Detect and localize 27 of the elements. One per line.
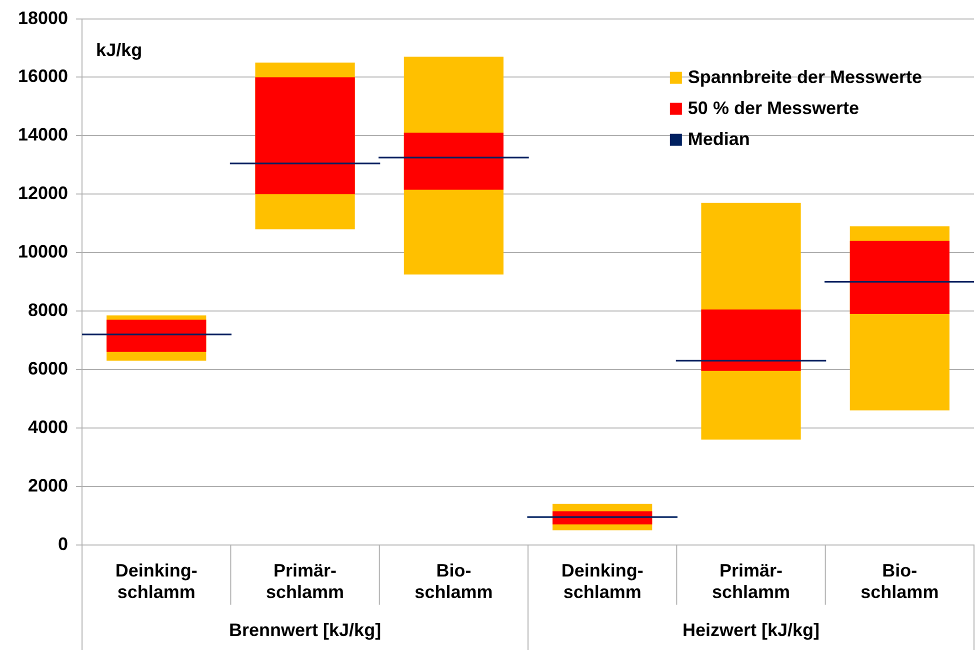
bar	[404, 132, 504, 190]
y-tick-label: 14000	[18, 124, 68, 145]
x-tick-label: Bio- schlamm	[860, 560, 939, 602]
y-tick-label: 16000	[18, 66, 68, 86]
x-tick-label: Primär- schlamm	[266, 560, 344, 602]
y-tick-label: 2000	[28, 475, 68, 496]
x-tick-label: Bio- schlamm	[414, 560, 493, 602]
legend-label: Spannbreite der Messwerte	[688, 66, 922, 87]
y-tick-label: 4000	[28, 416, 68, 437]
y-tick-label: 0	[58, 534, 68, 554]
legend-label: 50 % der Messwerte	[688, 98, 860, 118]
text: Heizwert [kJ/kg]	[682, 620, 820, 640]
x-tick-label: Primär- schlamm	[712, 560, 790, 602]
y-tick-label: 8000	[28, 300, 68, 320]
x-tick-label: Deinking- schlamm	[561, 560, 644, 602]
bar	[701, 310, 801, 371]
y-tick-label: 10000	[18, 242, 68, 262]
bar	[106, 320, 206, 352]
y-axis-title: kJ/kg	[96, 40, 142, 60]
x-tick-label: Deinking- schlamm	[115, 560, 198, 602]
y-tick-label: 6000	[28, 358, 68, 378]
text: Brennwert [kJ/kg]	[229, 620, 382, 640]
legend-label: Median	[688, 128, 750, 149]
bar	[255, 77, 355, 194]
y-tick-label: 18000	[18, 8, 68, 28]
y-tick-label: 12000	[18, 183, 68, 204]
bar	[850, 240, 950, 314]
